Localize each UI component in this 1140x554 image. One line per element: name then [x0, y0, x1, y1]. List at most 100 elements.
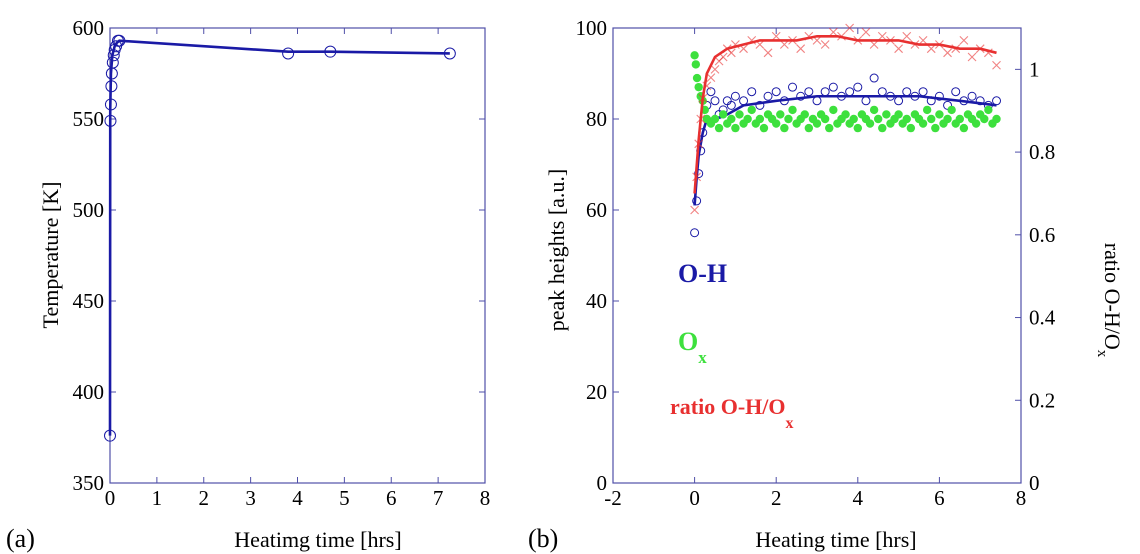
panel-b-ox-point — [869, 105, 879, 115]
panel-b-ratio-point — [894, 44, 903, 54]
panel-b-ox-point — [820, 114, 830, 124]
legend-ox-label: O — [678, 327, 698, 356]
panel-b-ox-point — [927, 114, 936, 124]
panel-b-ox-point — [776, 110, 785, 119]
panel-a-x-tick-label: 0 — [105, 486, 116, 510]
panel-b-oh-point — [861, 96, 871, 106]
panel-b-ratio-point — [706, 73, 716, 83]
panel-a-x-tick-label: 1 — [152, 486, 163, 510]
panel-a-point — [105, 80, 118, 93]
panel-b-ox-point — [853, 123, 862, 133]
panel-b-right-axis-label: ratio O-H/Ox — [1094, 243, 1125, 358]
panel-b-x-tick-label: -2 — [604, 486, 622, 510]
panel-b-oh-point — [975, 96, 985, 106]
panel-b-ox-point — [980, 114, 989, 124]
panel-b-ox-point — [829, 105, 838, 115]
panel-b-ratio-point — [845, 23, 855, 33]
panel-b-ratio-point — [763, 48, 773, 58]
panel-b-oh-point — [755, 100, 765, 110]
panel-a-x-tick-label: 3 — [245, 486, 256, 510]
panel-b-ox-point — [788, 105, 797, 115]
panel-a-label: (a) — [6, 524, 35, 553]
panel-b-oh-point — [967, 91, 977, 101]
legend-ratio-sub: x — [785, 415, 793, 432]
panel-a-y-tick-label: 350 — [73, 471, 105, 495]
panel-b-ox-point — [935, 110, 944, 119]
panel-b-ox-point — [918, 119, 928, 128]
panel-a-x-tick-label: 5 — [339, 486, 350, 510]
panel-b-ox-point — [731, 123, 740, 133]
panel-b-ox-point — [984, 105, 993, 115]
panel-b-ox-point — [882, 110, 891, 119]
panel-b-oh-point — [692, 196, 702, 206]
panel-b-oh-point — [934, 91, 944, 101]
panel-b-right-tick-label: 0 — [1029, 471, 1040, 495]
panel-b-y-tick-label: 100 — [576, 16, 608, 40]
legend-ox: Ox — [678, 327, 707, 367]
panel-b-oh-fit-line — [693, 94, 997, 206]
panel-a-point — [282, 47, 295, 60]
panel-b-ox-point — [780, 123, 789, 133]
panel-b-right-tick-label: 0.6 — [1029, 223, 1055, 247]
panel-b-ratio-point — [710, 64, 720, 74]
panel-b-ox-point — [902, 114, 911, 124]
panel-b-y-tick-label: 60 — [586, 198, 607, 222]
panel-b-ratio-point — [926, 44, 936, 54]
panel-b-ratio-point — [877, 31, 887, 41]
panel-b-x-axis-label: Heating time [hrs] — [755, 527, 916, 552]
panel-a-x-tick-label: 2 — [199, 486, 210, 510]
legend-oh-label: O-H — [678, 259, 727, 288]
panel-b-ox-point — [784, 114, 793, 124]
panel-b-oh-point — [992, 96, 1002, 106]
panel-b-x-tick-label: 8 — [1016, 486, 1027, 510]
panel-b-ratio-point — [726, 48, 736, 58]
panel-b-ratio-point — [820, 40, 830, 49]
panel-b-ox-point — [947, 105, 956, 115]
panel-b-ratio-point — [869, 40, 879, 49]
panel-b-ox-point — [714, 123, 724, 133]
panel-b-ox-point — [959, 123, 969, 133]
panel-a-x-tick-label: 7 — [433, 486, 444, 510]
panel-b-oh-point — [845, 87, 855, 97]
panel-a-x-tick-label: 8 — [480, 486, 491, 510]
panel-b-ox-point — [906, 123, 916, 133]
panel-a-y-tick-label: 550 — [73, 107, 105, 131]
panel-b-oh-point — [739, 96, 749, 106]
panel-a-point — [113, 34, 126, 47]
panel-b-oh-point — [828, 82, 838, 92]
panel-b-ox-point — [800, 110, 809, 119]
panel-b-y-tick-label: 20 — [586, 380, 607, 404]
legend-ratio-label: ratio O-H/O — [670, 394, 785, 419]
panel-b-ox-point — [727, 114, 736, 124]
panel-b-ox-point — [849, 114, 858, 124]
panel-b-oh-point — [877, 87, 887, 97]
panel-b-ox-point — [691, 60, 701, 69]
panel-a-point — [104, 429, 116, 442]
panel-b-ratio-point — [828, 27, 838, 37]
panel-a-ticks: 0 1 2 3 4 5 6 7 8 350 400 450 500 550 600 — [73, 16, 491, 510]
panel-b-ox-point — [694, 82, 703, 92]
panel-b-x-tick-label: 6 — [934, 486, 945, 510]
panel-b-x-tick-label: 4 — [853, 486, 864, 510]
legend-ratio: ratio O-H/Ox — [670, 394, 793, 432]
panel-b-oh-point — [730, 91, 740, 101]
panel-b-oh-point — [902, 87, 912, 97]
panel-b-ox-point — [690, 51, 699, 60]
panel-b-ox-point — [955, 114, 964, 124]
panel-b-ratio-fit-line — [693, 34, 997, 194]
panel-b-ratio-point — [967, 52, 977, 62]
panel-a-x-tick-label: 4 — [292, 486, 303, 510]
panel-b-oh-point — [804, 87, 814, 97]
panel-a-chart: 0 1 2 3 4 5 6 7 8 350 400 450 500 550 600 Temperature … — [6, 16, 490, 553]
panel-b-oh-point — [771, 87, 781, 97]
panel-b-y-tick-label: 80 — [586, 107, 607, 131]
panel-b-ox-point — [735, 110, 744, 119]
panel-b-ox-point — [759, 123, 769, 133]
panel-b-oh-point — [796, 91, 806, 101]
panel-a-y-axis-label: Temperature [K] — [38, 182, 63, 329]
panel-b-oh-point — [763, 91, 773, 101]
panel-b-ratio-point — [992, 60, 1001, 70]
panel-b-ox-point — [874, 114, 883, 124]
panel-b-oh-point — [951, 87, 961, 97]
